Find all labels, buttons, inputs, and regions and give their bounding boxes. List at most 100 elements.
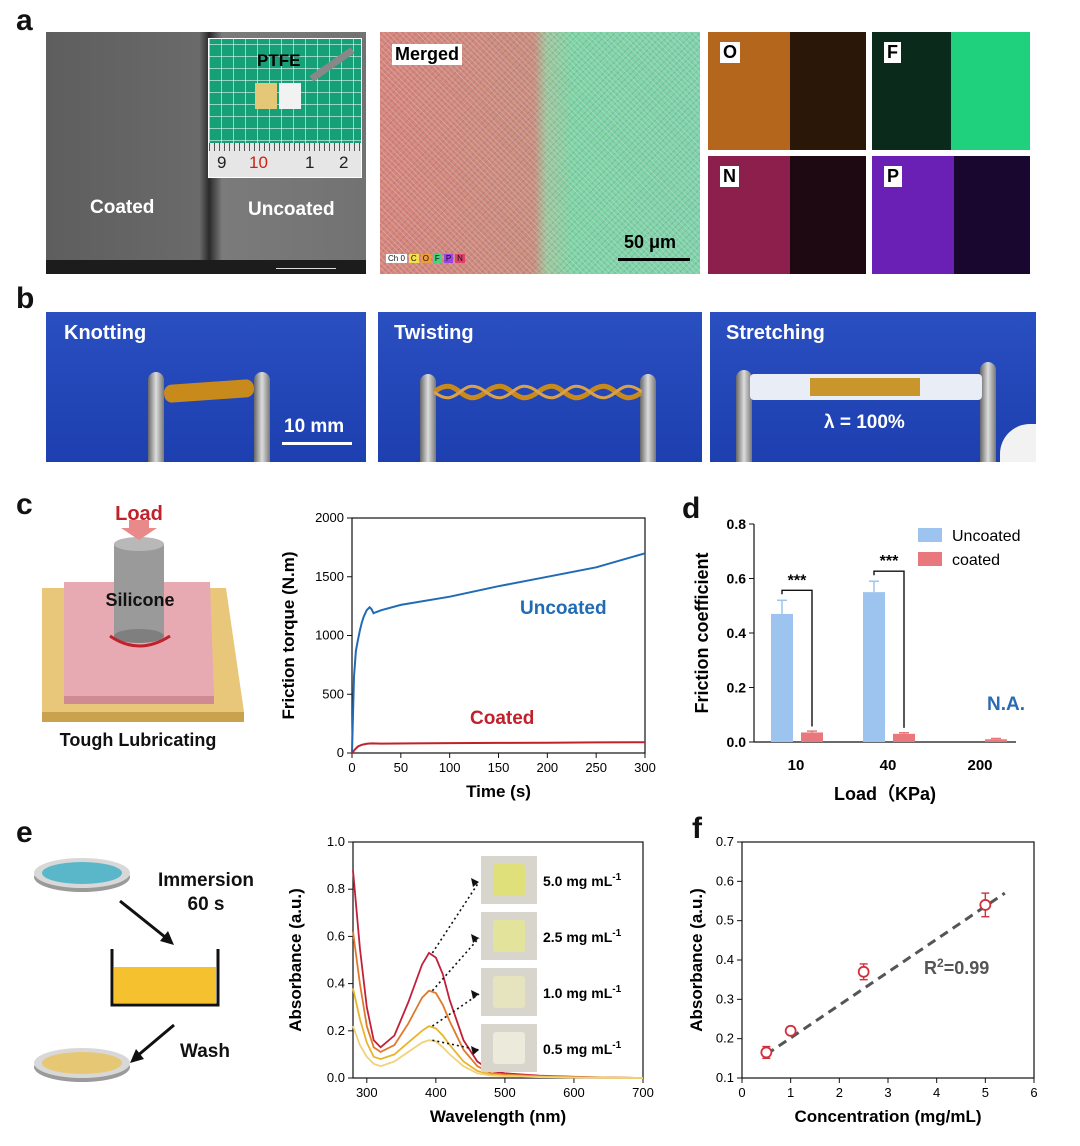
- significance-bracket: [781, 589, 813, 727]
- y-tick-label: 0.2: [727, 680, 747, 696]
- twisted-film: [434, 383, 642, 401]
- legend-swatch: [918, 528, 942, 542]
- y-tick-label: 500: [322, 686, 344, 701]
- ruler-number: 9: [217, 153, 227, 172]
- merged-label: Merged: [392, 44, 463, 65]
- sem-scale-line: [276, 268, 336, 269]
- channel-chip: C: [408, 254, 419, 263]
- tweezer-right: [254, 372, 270, 462]
- x-tick-label: 4: [933, 1085, 940, 1100]
- legend-label: Uncoated: [952, 528, 1021, 545]
- photo-title: Stretching: [726, 322, 825, 344]
- panel-label-d: d: [682, 492, 701, 525]
- y-tick-label: 0.8: [327, 881, 345, 896]
- process-arrow: [119, 899, 171, 943]
- element-label: O: [720, 42, 741, 63]
- absorbance-spectra-chart: 300 400 500 600 700 0.0 0.2 0.4 0.6 0.8 1.0 Wavelen…: [286, 834, 654, 1126]
- y-tick-label: 0.2: [327, 1023, 345, 1038]
- y-tick-label: 0.6: [716, 873, 734, 888]
- white-object: [1000, 424, 1036, 462]
- y-tick-label: 0.6: [727, 571, 747, 587]
- silicone-cylinder: [114, 544, 164, 636]
- channel-legend: Ch 0 C O F P N: [386, 254, 465, 263]
- knotted-film: [163, 378, 255, 404]
- x-tick-label: 3: [884, 1085, 891, 1100]
- tweezer-right: [980, 362, 996, 462]
- coated-region: [810, 378, 920, 396]
- vial: [493, 1032, 525, 1064]
- y-tick-label: 0.7: [716, 834, 734, 849]
- x-tick-label: 250: [585, 760, 607, 775]
- x-axis-label: Concentration (mg/mL): [795, 1107, 982, 1126]
- tweezer-left: [736, 370, 752, 462]
- channel-chip: P: [443, 254, 454, 263]
- x-tick-label: 200: [967, 757, 992, 774]
- stretching-photo: Stretching λ = 100%: [710, 312, 1036, 462]
- wash-label: Wash: [180, 1041, 230, 1062]
- pointer-head: [471, 878, 479, 887]
- panel-label-a: a: [16, 4, 33, 37]
- sem-image: Coated Uncoated PTFE 9 10 1 2: [46, 32, 366, 274]
- tweezer-left: [148, 372, 164, 462]
- element-label: P: [884, 166, 903, 187]
- series-line: [351, 552, 646, 754]
- ruler-number: 10: [249, 153, 268, 172]
- coated-film: [42, 1052, 122, 1074]
- uncoated-sample: [279, 83, 301, 109]
- x-axis-label: Wavelength (nm): [430, 1107, 566, 1126]
- y-tick-label: 0: [337, 745, 344, 760]
- bar: [893, 733, 915, 742]
- y-tick-label: 0.5: [716, 913, 734, 928]
- significance-label: ***: [880, 553, 899, 570]
- ruler-number: 2: [339, 153, 349, 172]
- y-tick-label: 0.0: [727, 734, 747, 750]
- bar: [771, 613, 793, 742]
- legend-swatch: [918, 552, 942, 566]
- panel-label-e: e: [16, 816, 33, 849]
- substrate-label: Tough Lubricating: [60, 730, 217, 750]
- sem-uncoated-label: Uncoated: [248, 199, 335, 220]
- x-tick-label: 0: [348, 760, 355, 775]
- twisting-photo: Twisting: [378, 312, 702, 462]
- sem-info-bar: [46, 260, 366, 274]
- friction-test-schematic: Load Silicone Tough Lubricating: [42, 503, 244, 750]
- x-axis-label: Load（KPa): [834, 784, 936, 804]
- element-map-p: P: [872, 156, 1030, 274]
- vial-label-text: 0.5 mg mL: [543, 1041, 613, 1057]
- x-tick-label: 0: [738, 1085, 745, 1100]
- pointer-head: [471, 934, 479, 943]
- x-tick-label: 100: [439, 760, 461, 775]
- vial-label: 1.0 mg mL-1: [543, 984, 622, 1001]
- vial-label: 5.0 mg mL-1: [543, 872, 622, 889]
- immersion-time: 60 s: [188, 894, 225, 915]
- vial-label-sup: -1: [612, 1040, 621, 1051]
- element-map-f: F: [872, 32, 1030, 150]
- x-tick-label: 50: [394, 760, 408, 775]
- y-tick-label: 0.4: [727, 625, 747, 641]
- y-tick-label: 1.0: [327, 834, 345, 849]
- y-axis-label: Friction torque (N.m): [279, 551, 298, 719]
- data-point: [979, 899, 992, 911]
- legend-label: coated: [952, 552, 1000, 569]
- bath-container: [110, 949, 220, 1007]
- base-plate-edge: [42, 712, 244, 722]
- element-label: N: [720, 166, 739, 187]
- series-label: Coated: [470, 708, 534, 729]
- scale-bar-label: 50 μm: [624, 232, 677, 252]
- tweezer-right: [640, 374, 656, 462]
- friction-torque-chart: Uncoated Coated 0 50 100 150 200 250 300 0 500 10…: [279, 510, 656, 801]
- x-axis-label: Time (s): [466, 782, 531, 801]
- y-tick-label: 0.0: [327, 1070, 345, 1085]
- vial-label-sup: -1: [612, 872, 621, 883]
- sem-coated-label: Coated: [90, 197, 155, 218]
- tweezer-left: [420, 374, 436, 462]
- channel-chip: O: [420, 254, 431, 263]
- element-label: F: [884, 42, 901, 63]
- channel-chip: F: [432, 254, 442, 263]
- ruler-number: 1: [305, 153, 315, 172]
- vial-label: 2.5 mg mL-1: [543, 928, 622, 945]
- data-point: [760, 1046, 773, 1059]
- significance-label: ***: [788, 572, 807, 589]
- y-tick-label: 1500: [315, 569, 344, 584]
- scale-bar-label: 10 mm: [284, 416, 345, 437]
